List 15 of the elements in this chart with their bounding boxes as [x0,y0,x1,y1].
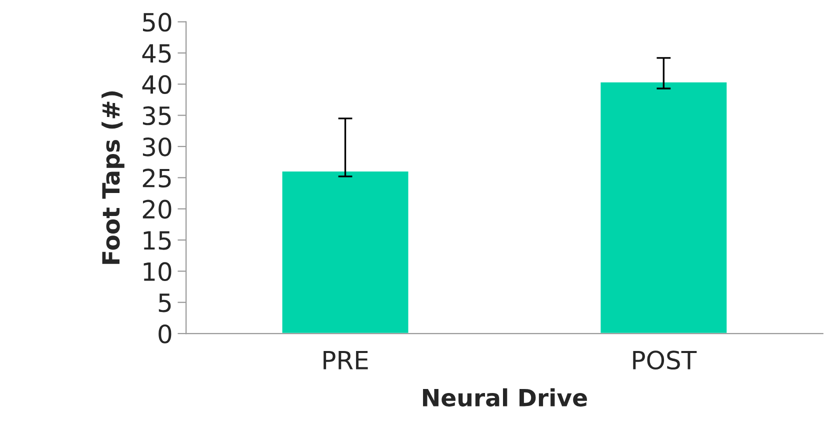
y-tick-label: 25 [142,168,171,188]
y-tick-label: 30 [142,137,172,156]
y-tick-label: 40 [142,75,172,94]
y-tick-label: 20 [142,200,172,219]
x-axis-title: Neural Drive [423,388,587,407]
y-tick-label: 50 [143,12,172,32]
x-tick-label: POST [633,350,697,370]
y-tick-label: 45 [142,44,171,63]
y-tick-label: 35 [142,106,171,126]
y-axis-title: Foot Taps (#) [102,91,124,264]
y-tick-label: 0 [158,324,172,344]
y-tick-label: 10 [144,262,172,282]
y-tick-label: 5 [158,294,171,312]
y-tick-label: 15 [144,231,171,250]
x-tick-label: PRE [324,350,368,370]
